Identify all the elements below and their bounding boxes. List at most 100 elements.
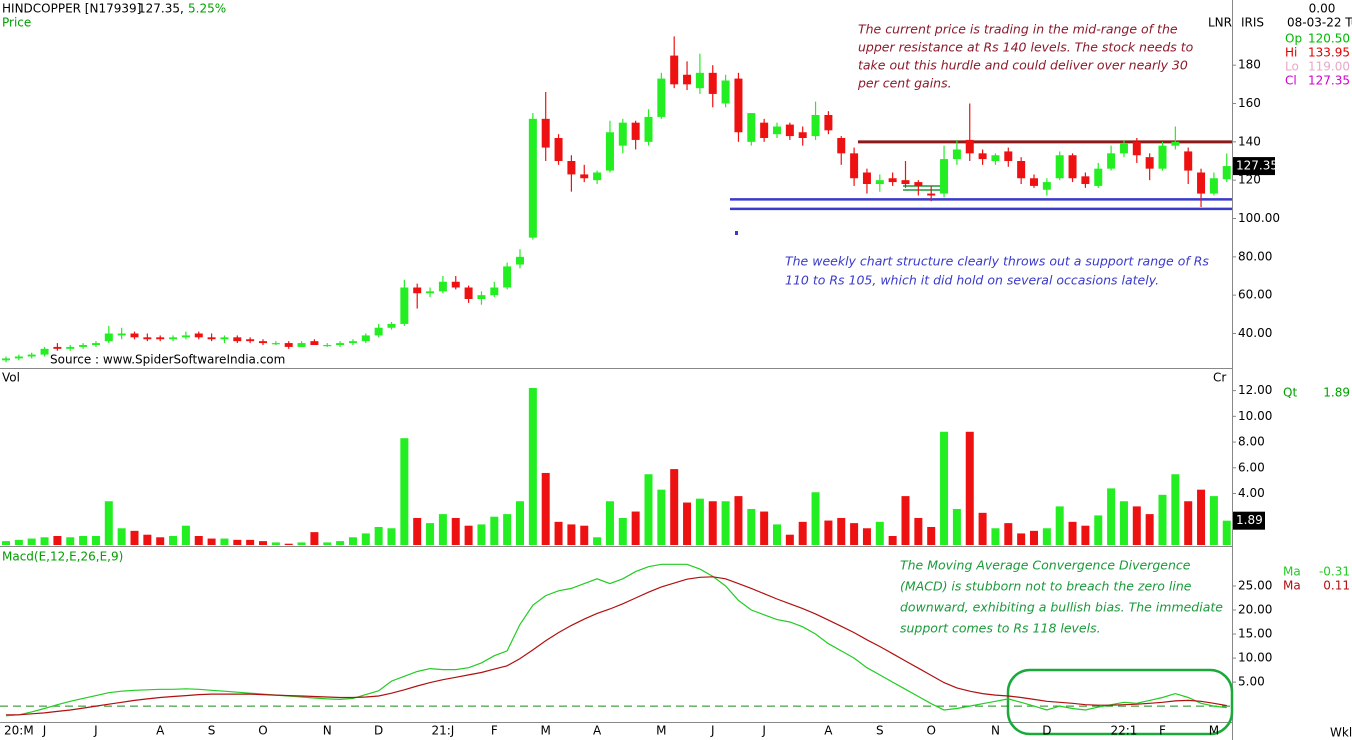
volume-bar bbox=[181, 525, 190, 545]
candle-body bbox=[194, 333, 203, 338]
date: 08-03-22 Tu bbox=[1287, 16, 1352, 30]
y-tick-label: 80.00 bbox=[1238, 249, 1272, 263]
y-tick-label: 5.00 bbox=[1238, 675, 1265, 689]
annotation: The weekly chart structure clearly throw… bbox=[785, 254, 1209, 269]
legend-label: Ma bbox=[1283, 565, 1301, 579]
volume-bar bbox=[567, 524, 576, 545]
candle-body bbox=[798, 132, 807, 138]
volume-bar bbox=[1158, 494, 1167, 545]
volume-unit: Cr bbox=[1213, 371, 1226, 385]
y-tick-label: 100.00 bbox=[1238, 211, 1280, 225]
volume-bar bbox=[875, 521, 884, 545]
highlight-ellipse bbox=[1006, 668, 1234, 736]
candle-body bbox=[862, 172, 871, 184]
volume-bar bbox=[940, 431, 949, 545]
candle-body bbox=[516, 256, 524, 265]
volume-bar bbox=[14, 539, 23, 545]
qt-value: 1.89 bbox=[1323, 386, 1350, 400]
candle-body bbox=[40, 348, 49, 355]
candle-body bbox=[220, 337, 229, 340]
volume-bar bbox=[426, 523, 435, 545]
tag: LNR bbox=[1208, 16, 1232, 30]
top-value: 0.00 bbox=[1309, 2, 1336, 16]
volume-bar bbox=[91, 535, 100, 545]
volume-bar bbox=[991, 528, 1000, 545]
candle-body bbox=[528, 118, 537, 238]
candle-body bbox=[271, 343, 280, 345]
volume-bar bbox=[130, 530, 139, 545]
candle-body bbox=[991, 155, 1000, 161]
candle-body bbox=[169, 337, 178, 340]
candle-body bbox=[940, 159, 949, 194]
x-tick-label: J bbox=[93, 724, 98, 738]
candle-body bbox=[1171, 141, 1180, 146]
legend-value: -0.31 bbox=[1319, 565, 1350, 579]
volume-bar bbox=[721, 501, 730, 545]
candle-body bbox=[644, 116, 653, 142]
candle-body bbox=[233, 337, 242, 342]
volume-bar bbox=[1094, 515, 1103, 545]
x-tick-label: J bbox=[42, 724, 47, 738]
volume-bar bbox=[79, 535, 88, 545]
candle-body bbox=[374, 327, 383, 336]
x-tick-label: N bbox=[323, 724, 332, 738]
candle-body bbox=[554, 138, 563, 161]
volume-bar bbox=[541, 472, 550, 545]
candle-body bbox=[901, 180, 910, 184]
candle-body bbox=[181, 335, 190, 338]
price-box-label: 127.35 bbox=[1236, 159, 1278, 173]
candle-body bbox=[695, 72, 704, 89]
candle-body bbox=[400, 287, 409, 324]
volume-bar bbox=[1222, 520, 1231, 545]
ohlc-value: 127.35 bbox=[1308, 74, 1350, 88]
x-tick-label: S bbox=[876, 724, 884, 738]
y-tick-label: 40.00 bbox=[1238, 326, 1272, 340]
volume-bar bbox=[1068, 521, 1077, 545]
volume-bar bbox=[66, 537, 75, 545]
volume-bar bbox=[477, 524, 486, 545]
candle-body bbox=[683, 74, 692, 85]
volume-bar bbox=[27, 538, 36, 545]
candle-body bbox=[91, 343, 100, 345]
candle-body bbox=[952, 149, 961, 160]
candle-body bbox=[837, 138, 846, 154]
ohlc-value: 119.00 bbox=[1308, 60, 1350, 74]
candle-body bbox=[130, 333, 139, 338]
candle-body bbox=[53, 346, 62, 349]
candle-body bbox=[66, 346, 75, 349]
candle-body bbox=[1132, 141, 1141, 156]
volume-bar bbox=[862, 528, 871, 545]
change: 5.25% bbox=[188, 2, 226, 16]
y-tick-label: 15.00 bbox=[1238, 627, 1272, 641]
candle-body bbox=[1222, 166, 1231, 180]
y-tick-label: 180 bbox=[1238, 58, 1261, 72]
macd-line bbox=[5, 563, 1227, 717]
volume-bar bbox=[657, 489, 666, 545]
candle-body bbox=[1184, 151, 1193, 171]
candle-body bbox=[143, 337, 152, 340]
volume-bar bbox=[361, 533, 370, 545]
candle-body bbox=[888, 178, 897, 183]
annotation: take out this hurdle and could deliver o… bbox=[858, 58, 1188, 73]
candle-body bbox=[348, 341, 357, 344]
volume-bar bbox=[464, 525, 473, 545]
candle-body bbox=[1004, 151, 1013, 161]
candle-body bbox=[207, 337, 216, 340]
x-tick-label: D bbox=[374, 724, 383, 738]
volume-bar bbox=[528, 388, 537, 545]
candle-body bbox=[284, 343, 293, 347]
volume-bar bbox=[901, 496, 910, 545]
volume-bar bbox=[580, 525, 589, 545]
x-tick-label: 22:1 bbox=[1110, 724, 1137, 738]
annotation: The Moving Average Convergence Divergenc… bbox=[900, 558, 1191, 573]
volume-bar bbox=[143, 534, 152, 545]
volume-bar bbox=[683, 502, 692, 545]
y-tick-label: 4.00 bbox=[1238, 486, 1265, 500]
volume-bar bbox=[1081, 525, 1090, 545]
candle-body bbox=[2, 358, 10, 361]
legend-label: Ma bbox=[1283, 579, 1301, 593]
volume-bar bbox=[785, 534, 794, 545]
candle-body bbox=[438, 281, 447, 292]
volume-bar bbox=[811, 492, 820, 545]
candle-body bbox=[1209, 178, 1218, 194]
